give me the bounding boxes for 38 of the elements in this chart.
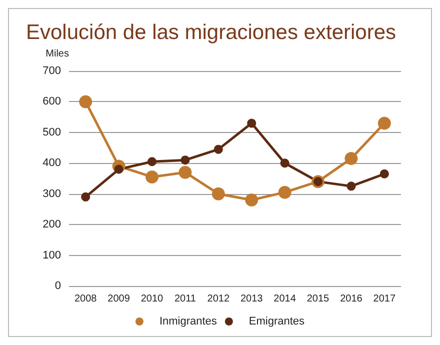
- y-tick-label: 600: [42, 96, 61, 108]
- x-tick-label: 2014: [274, 294, 296, 304]
- x-tick-label: 2015: [306, 294, 330, 304]
- point: [346, 182, 356, 191]
- y-tick-label: 400: [42, 157, 61, 170]
- x-tick-label: 2008: [74, 294, 98, 304]
- point: [79, 95, 92, 108]
- point: [146, 170, 158, 184]
- y-tick-label: 200: [42, 218, 61, 231]
- x-tick-label: 2009: [108, 294, 130, 304]
- point: [278, 186, 292, 199]
- point: [380, 169, 389, 178]
- y-axis-title: Miles: [46, 48, 69, 60]
- point: [178, 166, 192, 179]
- x-tick-label: 2011: [174, 294, 196, 304]
- point: [81, 192, 90, 202]
- x-tick-label: 2017: [373, 294, 396, 304]
- point: [280, 158, 290, 168]
- x-tick-label: 2013: [240, 294, 264, 304]
- legend-label: Emigrantes: [248, 316, 306, 328]
- point: [247, 118, 256, 128]
- y-tick-label: 300: [42, 188, 61, 200]
- x-tick-label: 2012: [207, 294, 230, 304]
- x-tick-label: 2010: [140, 294, 164, 304]
- point: [148, 157, 156, 166]
- point: [245, 194, 258, 206]
- point: [180, 156, 190, 165]
- y-tick-label: 0: [54, 280, 61, 292]
- y-tick-label: 500: [42, 126, 61, 138]
- x-tick-label: 2016: [340, 294, 363, 304]
- point: [344, 152, 358, 166]
- y-tick-label: 100: [42, 249, 61, 262]
- y-tick-label: 700: [42, 65, 61, 77]
- legend-label: Inmigrantes: [159, 316, 218, 328]
- point: [212, 187, 225, 200]
- point: [378, 116, 391, 130]
- point: [214, 144, 223, 154]
- chart-title: Evolución de las migraciones exteriores: [26, 21, 396, 44]
